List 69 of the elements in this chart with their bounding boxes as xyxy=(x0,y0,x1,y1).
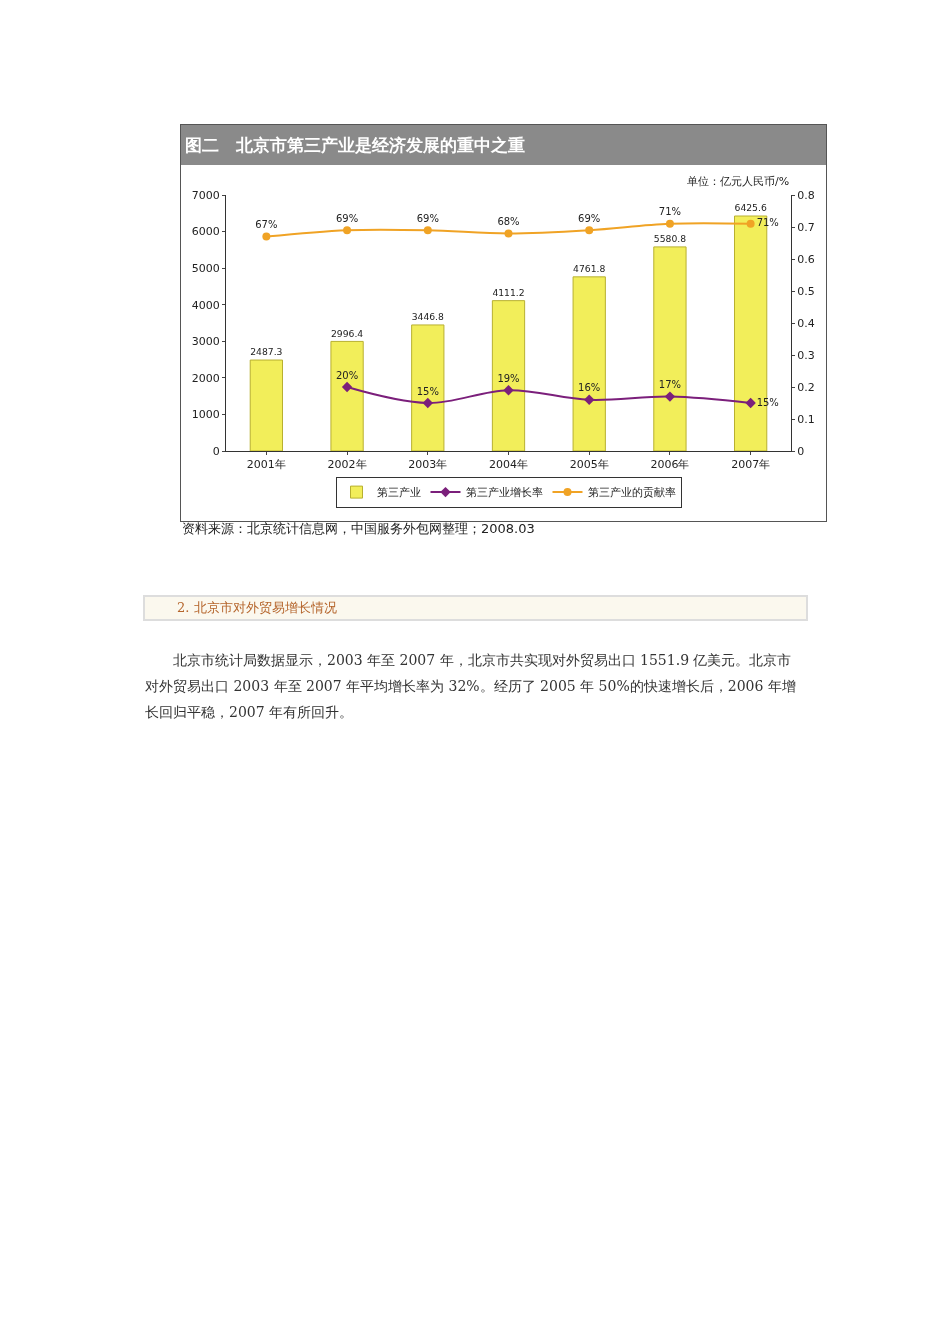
bar xyxy=(411,324,445,451)
data-label: 69% xyxy=(335,212,359,224)
data-label: 19% xyxy=(497,372,520,384)
y2-tick-label: 0.3 xyxy=(797,348,815,362)
data-label: 71% xyxy=(658,206,682,218)
y2-tick-label: 0.1 xyxy=(797,412,815,426)
bar xyxy=(491,300,526,451)
chart-title: 图二 北京市第三产业是经济发展的重中之重 xyxy=(181,125,826,165)
y2-tick-label: 0.4 xyxy=(797,316,815,330)
y-tick-label: 1000 xyxy=(191,408,220,422)
y2-tick-label: 0.6 xyxy=(797,252,815,266)
text: 资料来源：北京统计信息网，中国服务外包网整理；2008.03 xyxy=(182,520,535,538)
legend-label: 第三产业的贡献率 xyxy=(587,486,676,500)
point xyxy=(504,229,513,238)
data-label: 20% xyxy=(335,369,359,381)
data-label: 5580.8 xyxy=(653,233,687,245)
bar xyxy=(249,359,283,451)
x-tick-label: 2006年 xyxy=(650,458,690,472)
legend-label: 第三产业 xyxy=(376,486,421,500)
point xyxy=(422,397,433,409)
data-label: 17% xyxy=(658,379,682,391)
data-label: 2996.4 xyxy=(330,327,364,339)
bar xyxy=(572,276,606,451)
y2-tick-label: 0.5 xyxy=(797,284,815,298)
y2-tick-label: 0.7 xyxy=(797,220,815,234)
y-tick-label: 6000 xyxy=(191,225,220,239)
point xyxy=(664,391,676,402)
y2-tick-label: 0.8 xyxy=(797,188,815,202)
data-label: 4761.8 xyxy=(573,263,606,274)
x-tick-label: 2007年 xyxy=(731,458,771,472)
text: 单位：亿元人民币/% xyxy=(687,175,790,188)
data-label: 69% xyxy=(416,212,439,224)
text: 2. 北京市对外贸易增长情况 xyxy=(143,595,808,621)
point xyxy=(745,397,756,409)
y-tick-label: 3000 xyxy=(191,335,220,349)
data-label: 6425.6 xyxy=(734,202,767,214)
point xyxy=(341,381,353,393)
point xyxy=(343,226,352,235)
data-label: 69% xyxy=(578,212,601,224)
x-tick-label: 2002年 xyxy=(327,458,367,472)
y-tick-label: 5000 xyxy=(191,261,220,275)
y-tick-label: 2000 xyxy=(191,371,220,385)
y-tick-label: 4000 xyxy=(191,298,220,312)
x-tick-label: 2005年 xyxy=(569,458,609,472)
point xyxy=(665,219,674,228)
text: 北京市统计局数据显示，2003 年至 2007 年，北京市共实现对外贸易出口 1551.9 亿美元。北京市对外贸易出口 2003 年至 2007 年平均增长率为 32%。经历了 2005 年 50%的快速增长后，2006 年增长回归平稳，2007 年有所回升。 xyxy=(145,651,797,722)
y2-tick-label: 0 xyxy=(797,444,805,458)
data-label: 2487.3 xyxy=(250,346,283,358)
point xyxy=(746,219,755,228)
y-tick-label: 7000 xyxy=(191,188,220,202)
y-tick-label: 0 xyxy=(212,444,220,458)
point xyxy=(262,232,271,241)
data-label: 68% xyxy=(497,215,520,227)
point xyxy=(585,226,594,235)
point xyxy=(584,394,595,405)
bar xyxy=(330,340,364,451)
x-tick-label: 2003年 xyxy=(408,458,448,472)
data-label: 4111.2 xyxy=(492,286,525,298)
point xyxy=(423,226,432,235)
x-tick-label: 2004年 xyxy=(489,458,528,472)
bar xyxy=(653,246,687,451)
data-label: 16% xyxy=(578,382,601,394)
x-tick-label: 2001年 xyxy=(246,458,286,472)
legend-label: 第三产业增长率 xyxy=(465,486,543,500)
data-label: 3446.8 xyxy=(411,311,445,323)
data-label: 67% xyxy=(255,219,278,231)
y2-tick-label: 0.2 xyxy=(797,380,815,394)
point xyxy=(503,385,514,396)
data-label: 15% xyxy=(416,385,439,397)
